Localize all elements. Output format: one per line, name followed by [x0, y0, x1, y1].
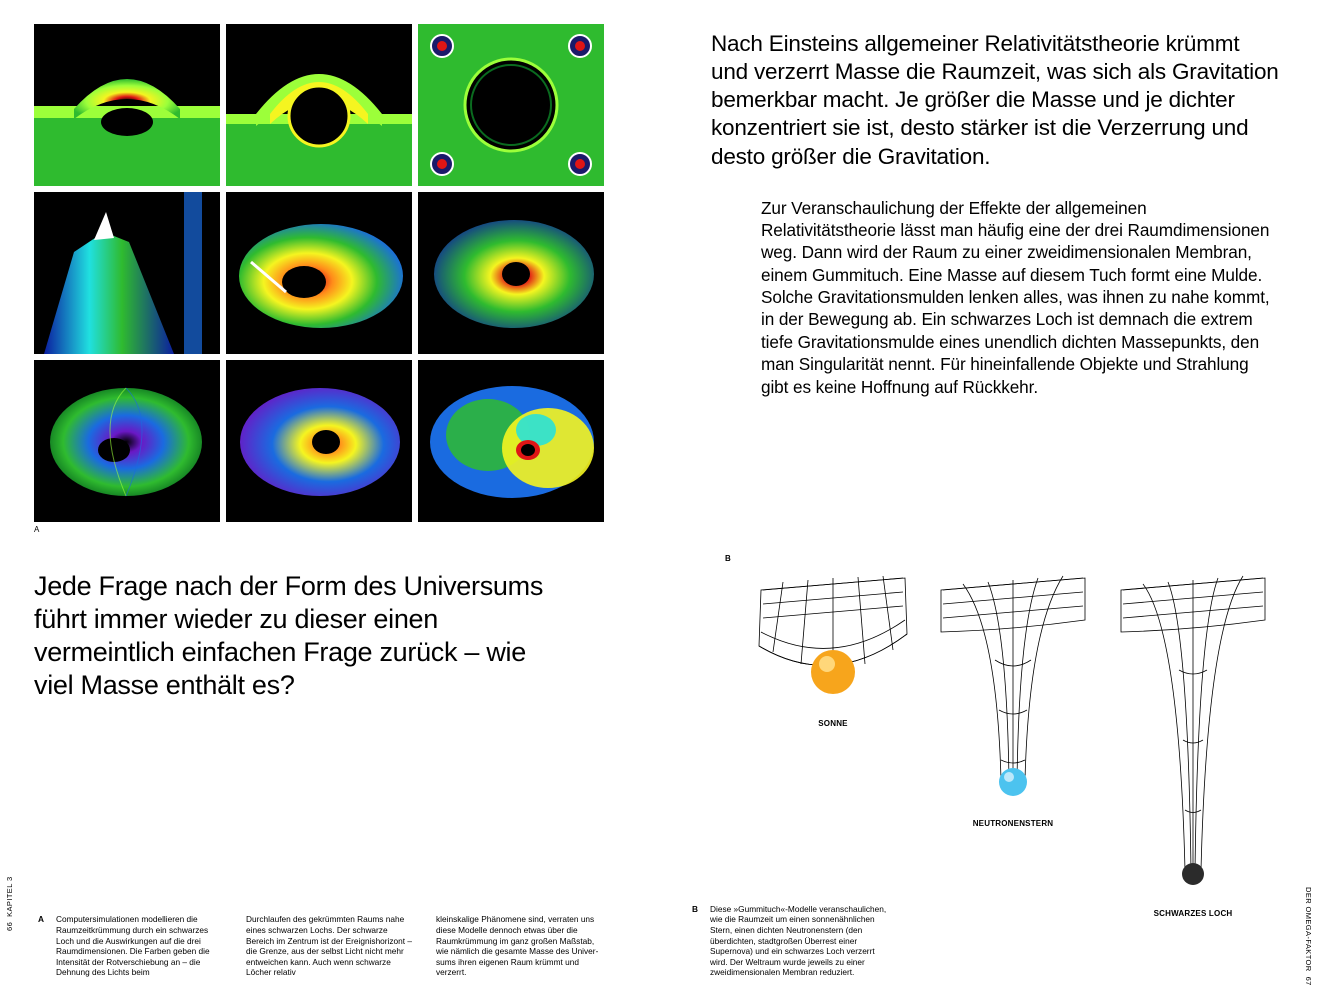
sim-cell-5 — [226, 192, 412, 354]
sim-cell-4 — [34, 192, 220, 354]
diagram-neutron: NEUTRONENSTERN — [933, 560, 1093, 918]
caption-a-col2: Durchlaufen des gekrümmten Raums nahe ei… — [246, 914, 414, 978]
sim-cell-7 — [34, 360, 220, 522]
caption-a-letter: A — [38, 914, 44, 924]
caption-b-text: Diese »Gummituch«-Modelle ver­anschaulic… — [710, 904, 886, 978]
diagram-sun-label: SONNE — [753, 719, 913, 728]
caption-b: B Diese »Gummituch«-Modelle ver­anschaul… — [710, 904, 890, 978]
diagram-neutron-label: NEUTRONENSTERN — [933, 819, 1093, 828]
sim-cell-6 — [418, 192, 604, 354]
page-number-left: 66 KAPITEL 3 — [5, 877, 14, 932]
body-paragraph: Zur Veranschaulichung der Effekte der al… — [761, 197, 1271, 398]
caption-a-col1: Computersimulationen modellieren die Rau… — [56, 914, 224, 978]
diagram-sun: SONNE — [753, 560, 913, 918]
caption-a-col3: kleinskalige Phänomene sind, ver­raten u… — [436, 914, 604, 978]
sim-cell-8 — [226, 360, 412, 522]
pull-quote: Jede Frage nach der Form des Universums … — [34, 570, 554, 702]
sim-cell-2 — [226, 24, 412, 186]
sim-cell-1 — [34, 24, 220, 186]
caption-b-letter: B — [692, 904, 698, 915]
diagram-blackhole-label: SCHWARZES LOCH — [1113, 909, 1273, 918]
page-number-right: DER OMEGA-FAKTOR 67 — [1304, 887, 1313, 986]
page-right: Nach Einsteins allgemeiner Relativitäts­… — [663, 0, 1327, 1000]
diagram-b: B SONNE — [753, 560, 1273, 918]
diagram-blackhole: SCHWARZES LOCH — [1113, 560, 1273, 918]
sim-cell-9 — [418, 360, 604, 522]
intro-paragraph: Nach Einsteins allgemeiner Relativitäts­… — [711, 30, 1281, 171]
figure-a-label: A — [34, 525, 633, 534]
caption-a: A Computersimulationen modellieren die R… — [56, 914, 604, 978]
figure-b-label: B — [725, 554, 731, 563]
sim-cell-3 — [418, 24, 604, 186]
simulation-grid — [34, 24, 633, 522]
page-left: A Jede Frage nach der Form des Universum… — [0, 0, 663, 1000]
